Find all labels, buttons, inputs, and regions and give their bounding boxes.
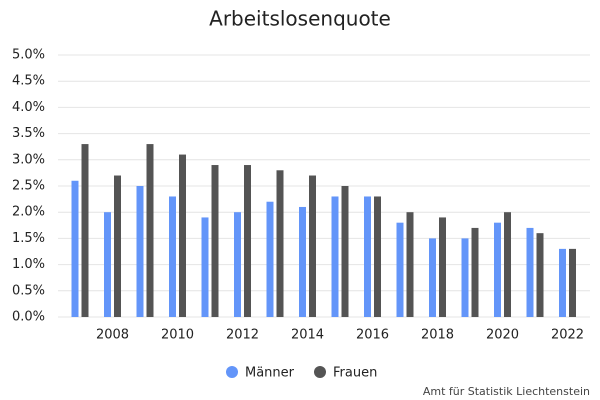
bar [504,212,511,317]
bar [341,186,349,317]
y-tick-label: 1.5% [12,231,45,246]
bar [169,196,176,317]
bar [494,222,501,317]
bar [266,201,274,317]
y-tick-label: 5.0% [12,48,45,63]
legend-label: Frauen [333,366,377,381]
y-tick-label: 2.5% [12,179,45,194]
legend-label: Männer [245,366,295,381]
bar [439,217,446,317]
bar [211,165,219,317]
bar [276,170,284,317]
bar [309,175,316,317]
bar [81,144,89,317]
chart-title: Arbeitslosenquote [209,7,391,31]
bar [406,212,414,317]
x-tick-label: 2018 [421,328,454,343]
x-tick-label: 2022 [551,328,584,343]
y-tick-label: 4.0% [12,100,45,115]
x-tick-label: 2012 [226,328,259,343]
y-tick-label: 1.0% [12,257,45,272]
bar [244,165,251,317]
legend-marker [226,366,238,378]
x-tick-label: 2020 [486,328,519,343]
bar [136,186,144,317]
bar [364,196,371,317]
x-tick-label: 2008 [96,328,129,343]
y-tick-label: 2.0% [12,205,45,220]
y-tick-label: 0.0% [12,310,45,325]
bar [429,238,436,317]
x-tick-label: 2016 [356,328,389,343]
source: Amt für Statistik Liechtenstein [423,385,590,398]
y-tick-label: 0.5% [12,283,45,298]
bar [526,227,534,317]
y-tick-label: 3.0% [12,152,45,167]
y-tick-label: 3.5% [12,126,45,141]
bar [299,206,306,317]
bar [71,180,79,317]
bar [569,248,576,317]
bar [234,212,241,317]
x-tick-label: 2014 [291,328,324,343]
bar [104,212,111,317]
bar [536,233,544,317]
bar [179,154,186,317]
bar [461,238,469,317]
bar [396,222,404,317]
bar [201,217,209,317]
bar [471,227,479,317]
y-tick-label: 4.5% [12,74,45,89]
bar [114,175,121,317]
x-tick-label: 2010 [161,328,194,343]
bar [331,196,339,317]
bar [559,248,566,317]
bar [374,196,381,317]
legend-marker [314,366,326,378]
bar [146,144,154,317]
